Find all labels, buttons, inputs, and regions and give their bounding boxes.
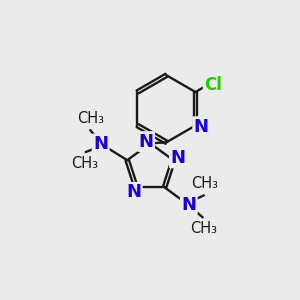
Text: CH₃: CH₃ (190, 221, 217, 236)
Text: N: N (170, 149, 185, 167)
Text: CH₃: CH₃ (191, 176, 218, 191)
Text: CH₃: CH₃ (71, 156, 98, 171)
Text: N: N (93, 135, 108, 153)
Text: N: N (181, 196, 196, 214)
Text: Cl: Cl (204, 76, 222, 94)
Text: N: N (126, 183, 141, 201)
Text: CH₃: CH₃ (77, 111, 104, 126)
Text: N: N (139, 133, 154, 151)
Text: N: N (194, 118, 209, 136)
